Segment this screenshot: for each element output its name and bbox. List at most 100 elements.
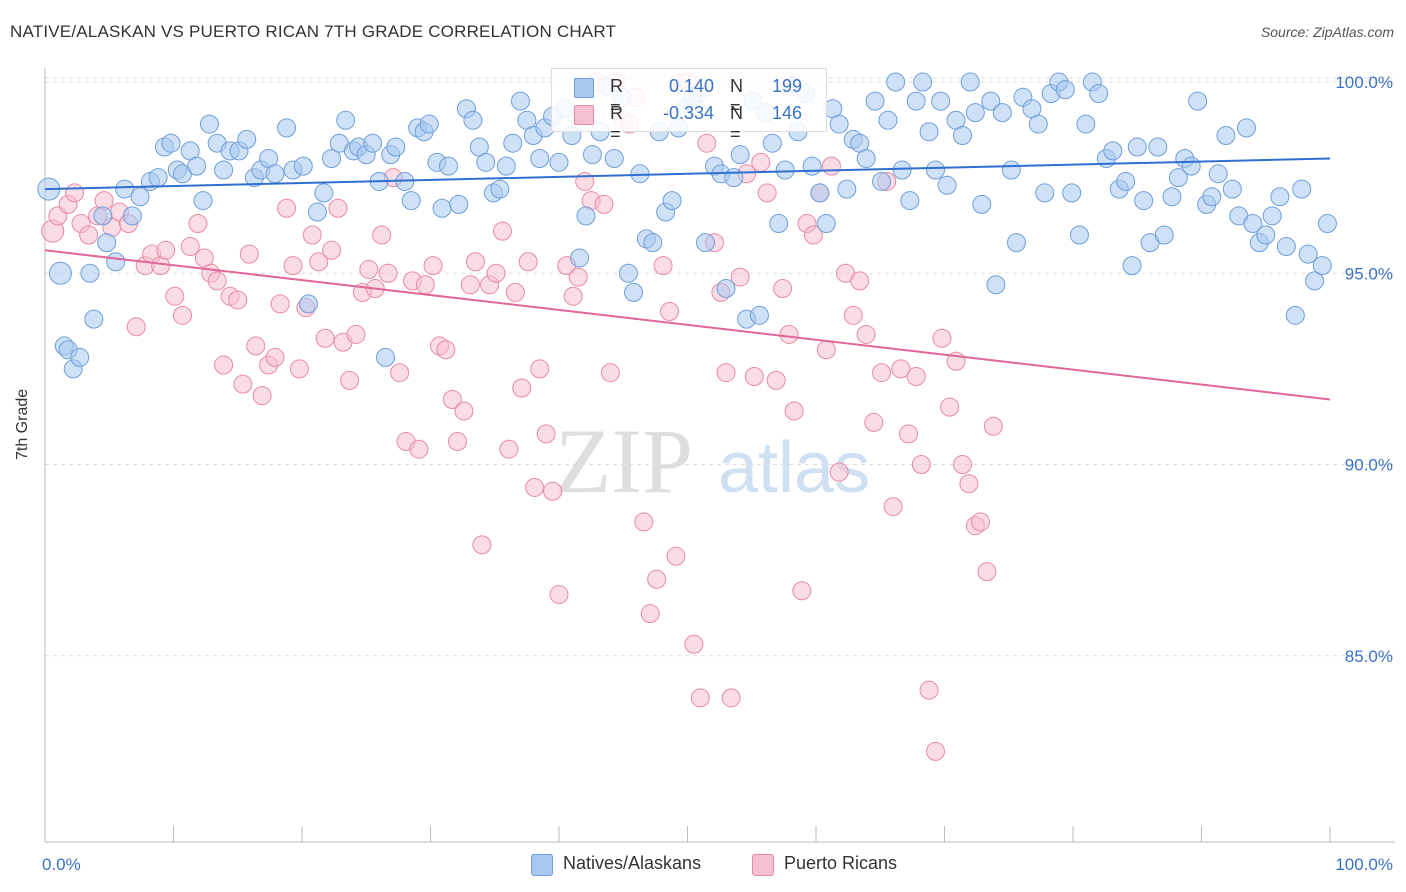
natives-point xyxy=(510,91,530,111)
natives-point xyxy=(604,149,624,168)
puerto-rican-point xyxy=(505,282,525,302)
natives-point xyxy=(1256,225,1276,245)
natives-point xyxy=(856,149,876,168)
puerto-rican-point xyxy=(436,340,456,360)
natives-point xyxy=(1312,256,1332,276)
puerto-rican-point xyxy=(906,367,926,387)
legend-r-label: R = xyxy=(610,103,623,144)
puerto-rican-point xyxy=(697,133,717,153)
natives-alaskans-points xyxy=(37,72,1337,379)
natives-point xyxy=(130,187,150,207)
puerto-rican-point xyxy=(233,374,253,394)
legend-r-label: R = xyxy=(610,76,623,117)
x-tick-label-max: 100.0% xyxy=(1335,855,1393,874)
puerto-rican-point xyxy=(390,363,410,383)
puerto-rican-point xyxy=(959,474,979,494)
legend-label-puerto-ricans: Puerto Ricans xyxy=(784,853,898,873)
natives-point xyxy=(336,110,356,130)
natives-point xyxy=(1103,141,1123,161)
puerto-rican-point xyxy=(872,363,892,383)
puerto-rican-point xyxy=(415,275,435,295)
natives-point xyxy=(70,347,90,367)
natives-point xyxy=(1276,236,1296,256)
puerto-rican-point xyxy=(518,252,538,272)
puerto-rican-point xyxy=(563,286,583,306)
chart-source: Source: ZipAtlas.com xyxy=(1260,24,1394,40)
natives-point xyxy=(1069,225,1089,245)
puerto-rican-point xyxy=(447,432,467,452)
puerto-rican-point xyxy=(891,359,911,379)
trend-lines xyxy=(44,157,1331,401)
natives-point xyxy=(476,152,496,172)
y-tick-labels: 85.0% 90.0% 95.0% 100.0% xyxy=(1335,73,1393,666)
natives-point xyxy=(1202,187,1222,207)
puerto-rican-point xyxy=(983,416,1003,436)
natives-point xyxy=(960,72,980,92)
natives-point xyxy=(1243,214,1263,234)
legend-n-label: N = xyxy=(730,76,743,117)
natives-point xyxy=(401,191,421,211)
x-tick-label-min: 0.0% xyxy=(42,855,81,874)
stats-legend: R = 0.140 N = 199 R = -0.334 N = 146 xyxy=(551,68,827,144)
natives-point xyxy=(913,72,933,92)
puerto-rican-point xyxy=(536,424,556,444)
natives-point xyxy=(872,171,892,191)
puerto-rican-point xyxy=(486,263,506,283)
natives-point xyxy=(438,156,458,176)
puerto-rican-point xyxy=(265,347,285,367)
puerto-rican-point xyxy=(821,156,841,176)
puerto-rican-point xyxy=(214,355,234,375)
natives-point xyxy=(1270,187,1290,207)
natives-point xyxy=(1298,244,1318,264)
natives-point xyxy=(992,103,1012,123)
natives-point xyxy=(1001,160,1021,180)
natives-point xyxy=(298,294,318,314)
puerto-rican-point xyxy=(932,328,952,348)
natives-point xyxy=(582,145,602,165)
puerto-rican-point xyxy=(653,256,673,276)
natives-point xyxy=(1222,179,1242,199)
natives-point xyxy=(419,114,439,134)
natives-point xyxy=(314,183,334,203)
natives-point xyxy=(1089,83,1109,103)
chart-title: NATIVE/ALASKAN VS PUERTO RICAN 7TH GRADE… xyxy=(10,22,617,41)
natives-point xyxy=(762,133,782,153)
puerto-rican-point xyxy=(239,244,259,264)
puerto-rican-point xyxy=(779,324,799,344)
legend-r-value: -0.334 xyxy=(662,103,714,123)
puerto-rican-point xyxy=(803,225,823,245)
natives-point xyxy=(618,263,638,283)
puerto-rican-point xyxy=(340,370,360,390)
natives-point xyxy=(570,248,590,268)
natives-point xyxy=(1285,305,1305,325)
y-tick-label: 95.0% xyxy=(1345,264,1393,283)
natives-point xyxy=(463,110,483,130)
natives-point xyxy=(1062,183,1082,203)
natives-point xyxy=(1055,80,1075,100)
puerto-rican-point xyxy=(883,497,903,517)
legend-swatch-natives xyxy=(574,78,594,98)
natives-point xyxy=(97,233,117,253)
puerto-rican-point xyxy=(207,271,227,291)
natives-point xyxy=(886,72,906,92)
natives-point xyxy=(865,91,885,111)
puerto-rican-point xyxy=(270,294,290,314)
puerto-rican-point xyxy=(773,279,793,299)
series-legend: Natives/Alaskans Puerto Ricans xyxy=(0,852,1406,878)
puerto-rican-point xyxy=(228,290,248,310)
natives-point xyxy=(449,194,469,214)
puerto-rican-point xyxy=(634,512,654,532)
puerto-rican-point xyxy=(512,378,532,398)
natives-point xyxy=(1122,256,1142,276)
natives-point xyxy=(1181,156,1201,176)
puerto-rican-point xyxy=(346,324,366,344)
natives-point xyxy=(530,149,550,168)
puerto-ricans-trend-line xyxy=(44,249,1331,401)
natives-point xyxy=(931,91,951,111)
puerto-rican-point xyxy=(594,194,614,214)
natives-point xyxy=(549,152,569,172)
natives-point xyxy=(1154,225,1174,245)
natives-point xyxy=(1188,91,1208,111)
natives-point xyxy=(1006,233,1026,253)
